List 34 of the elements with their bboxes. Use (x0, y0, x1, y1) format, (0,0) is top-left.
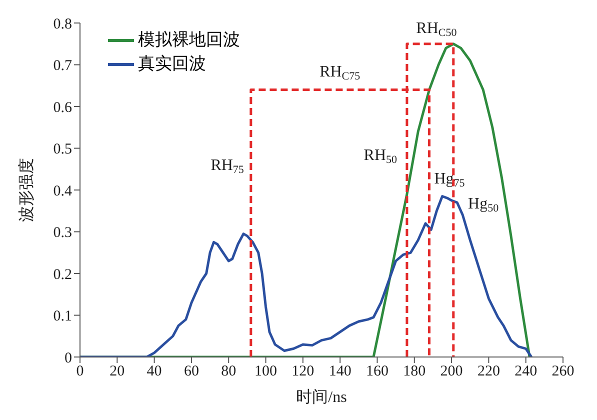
y-tick-label: 0.3 (53, 225, 72, 242)
line-series (80, 195, 533, 357)
annotation: RH$_{C50}$ (416, 20, 458, 40)
y-tick-label: 0.1 (53, 308, 72, 325)
x-tick-label: 220 (477, 364, 500, 380)
annotation: RH$_{C75}$ (320, 63, 361, 83)
y-tick-label: 0.5 (53, 142, 72, 158)
x-tick-label: 240 (514, 364, 538, 380)
y-tick-label: 0.6 (53, 100, 72, 116)
x-tick-label: 160 (366, 364, 388, 380)
x-tick-label: 60 (184, 364, 199, 380)
y-tick-label: 0.8 (53, 16, 72, 32)
annotation: RH$_{75}$ (210, 156, 244, 176)
x-tick-label: 260 (552, 364, 574, 380)
y-tick-label: 0.7 (53, 58, 72, 74)
legend-label: 真实回波 (138, 53, 206, 75)
x-axis-title: 时间/ns (296, 388, 347, 406)
legend-label: 模拟裸地回波 (138, 29, 240, 51)
y-tick-label: 0 (64, 350, 72, 366)
annotation: Hg$_{75}$ (434, 170, 466, 190)
x-tick-label: 180 (403, 364, 426, 380)
x-tick-label: 80 (221, 364, 236, 380)
annotation: Hg$_{50}$ (468, 195, 500, 215)
x-tick-label: 20 (110, 364, 125, 380)
annotation: RH$_{50}$ (364, 146, 398, 166)
y-axis-title: 波形强度 (18, 158, 36, 222)
x-tick-label: 40 (146, 364, 162, 380)
y-tick-label: 0.2 (53, 266, 72, 283)
x-tick-label: 140 (328, 364, 352, 380)
y-tick-label: 0.4 (53, 183, 72, 200)
x-tick-label: 120 (292, 364, 314, 380)
x-tick-label: 200 (440, 364, 463, 380)
x-tick-label: 100 (254, 364, 278, 380)
x-tick-label: 0 (76, 364, 84, 380)
